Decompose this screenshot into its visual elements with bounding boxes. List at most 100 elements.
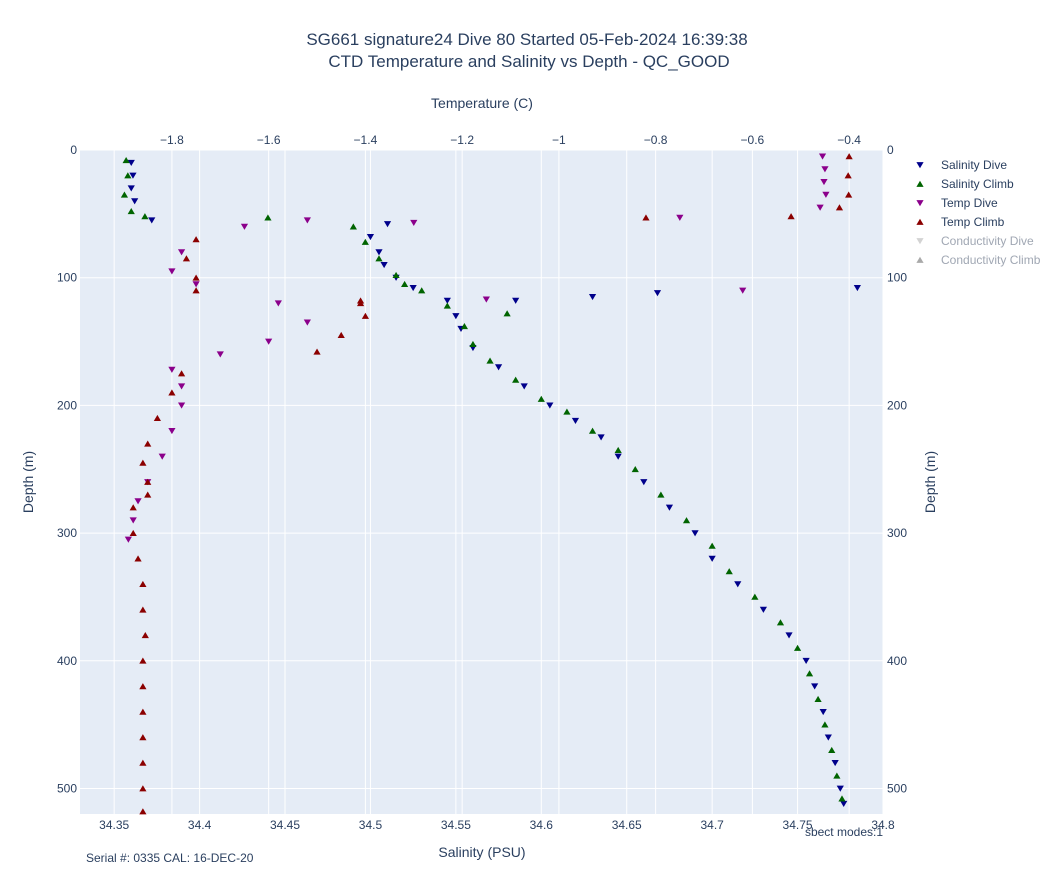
- x-bottom-tick-label: 34.6: [530, 818, 554, 832]
- x-bottom-tick-label: 34.75: [783, 818, 813, 832]
- x-top-tick-label: −0.4: [837, 133, 861, 147]
- data-point: [443, 297, 451, 304]
- data-point: [216, 351, 224, 358]
- data-point: [356, 297, 365, 304]
- data-point: [134, 555, 142, 562]
- data-point: [168, 366, 176, 373]
- data-point: [805, 670, 814, 677]
- legend-label: Conductivity Climb: [941, 253, 1041, 267]
- legend-item-conductivity-dive[interactable]: Conductivity Dive: [916, 234, 1034, 248]
- legend[interactable]: Salinity Dive Salinity Climb Temp Dive Temp…: [916, 158, 1041, 267]
- data-point: [139, 657, 147, 664]
- y-right-tick-label: 0: [887, 143, 894, 157]
- x-bottom-tick-label: 34.7: [700, 818, 724, 832]
- data-point: [168, 428, 176, 435]
- serial-annotation: Serial #: 0335 CAL: 16-DEC-20: [86, 851, 254, 865]
- legend-item-conductivity-climb[interactable]: Conductivity Climb: [916, 253, 1041, 267]
- data-point: [410, 219, 418, 227]
- modes-annotation: sbect modes:1: [805, 825, 883, 839]
- y-left-tick-label: 500: [57, 781, 77, 795]
- data-point: [139, 785, 147, 792]
- data-point: [124, 172, 132, 179]
- data-point: [192, 287, 200, 294]
- legend-marker: [916, 238, 924, 245]
- y-left-tick-label: 100: [57, 271, 77, 285]
- y-left-tick-label: 400: [57, 654, 77, 668]
- data-point: [303, 217, 311, 224]
- data-point: [657, 491, 665, 498]
- data-point: [520, 383, 528, 390]
- x-bottom-ticks: 34.35 34.4 34.45 34.5 34.55 34.6 34.65 34.7 34.7…: [99, 818, 895, 832]
- series-salinity-climb: [120, 156, 846, 802]
- y-left-ticks: 0 100 200 300 400 500: [57, 143, 77, 795]
- data-point: [537, 395, 545, 402]
- data-point: [182, 255, 191, 262]
- data-point: [124, 536, 132, 543]
- legend-item-temp-dive[interactable]: Temp Dive: [916, 196, 998, 210]
- data-point: [366, 233, 375, 241]
- legend-label: Conductivity Dive: [941, 234, 1034, 248]
- data-point: [833, 772, 841, 779]
- chart-title-line1: SG661 signature24 Dive 80 Started 05-Feb…: [306, 30, 747, 49]
- data-point: [787, 213, 795, 220]
- data-point: [836, 785, 844, 792]
- x-bottom-tick-label: 34.45: [270, 818, 300, 832]
- data-point: [139, 580, 147, 588]
- data-point: [129, 517, 137, 524]
- y-right-ticks: 0 100 200 300 400 500: [887, 143, 907, 795]
- legend-marker: [916, 180, 924, 187]
- data-point: [835, 204, 844, 211]
- data-point: [597, 434, 605, 441]
- data-point: [776, 619, 785, 626]
- data-point: [144, 478, 152, 485]
- data-point: [139, 708, 147, 715]
- x-top-tick-label: −0.6: [741, 133, 765, 147]
- data-point: [588, 427, 597, 434]
- series-temp-climb: [129, 153, 853, 815]
- x-top-tick-label: −1.6: [257, 133, 281, 147]
- data-point: [785, 632, 793, 639]
- legend-item-salinity-dive[interactable]: Salinity Dive: [916, 158, 1007, 172]
- data-point: [131, 198, 139, 205]
- x-bottom-tick-label: 34.4: [188, 818, 212, 832]
- legend-item-temp-climb[interactable]: Temp Climb: [916, 215, 1005, 229]
- data-point: [192, 274, 200, 281]
- data-point: [822, 191, 830, 198]
- x-bottom-tick-label: 34.65: [612, 818, 642, 832]
- data-point: [177, 383, 186, 390]
- x-bottom-axis-title: Salinity (PSU): [438, 844, 525, 860]
- data-point: [313, 348, 321, 355]
- legend-item-salinity-climb[interactable]: Salinity Climb: [916, 177, 1014, 191]
- data-point: [653, 290, 662, 297]
- data-point: [134, 498, 142, 505]
- data-point: [129, 172, 137, 179]
- data-point: [120, 191, 129, 198]
- y-right-tick-label: 100: [887, 271, 907, 285]
- y-left-tick-label: 0: [70, 143, 77, 157]
- data-point: [838, 795, 846, 802]
- data-point: [303, 319, 311, 326]
- data-point: [708, 542, 716, 549]
- data-point: [512, 376, 520, 383]
- x-top-tick-label: −0.8: [644, 133, 668, 147]
- legend-label: Salinity Climb: [941, 177, 1014, 191]
- data-point: [240, 223, 249, 230]
- data-point: [588, 293, 597, 301]
- data-point: [845, 191, 853, 198]
- data-point: [844, 172, 852, 179]
- data-point: [127, 208, 135, 215]
- data-point: [840, 800, 848, 808]
- data-point: [349, 223, 357, 230]
- data-point: [144, 491, 152, 498]
- data-point: [192, 236, 200, 243]
- data-point: [486, 357, 494, 364]
- data-point: [571, 417, 580, 424]
- legend-marker: [916, 200, 924, 207]
- data-point: [682, 517, 691, 524]
- data-point: [469, 340, 477, 347]
- data-point: [274, 300, 282, 307]
- plot-area: [80, 150, 883, 814]
- data-point: [158, 453, 166, 460]
- y-left-axis-title: Depth (m): [20, 451, 36, 513]
